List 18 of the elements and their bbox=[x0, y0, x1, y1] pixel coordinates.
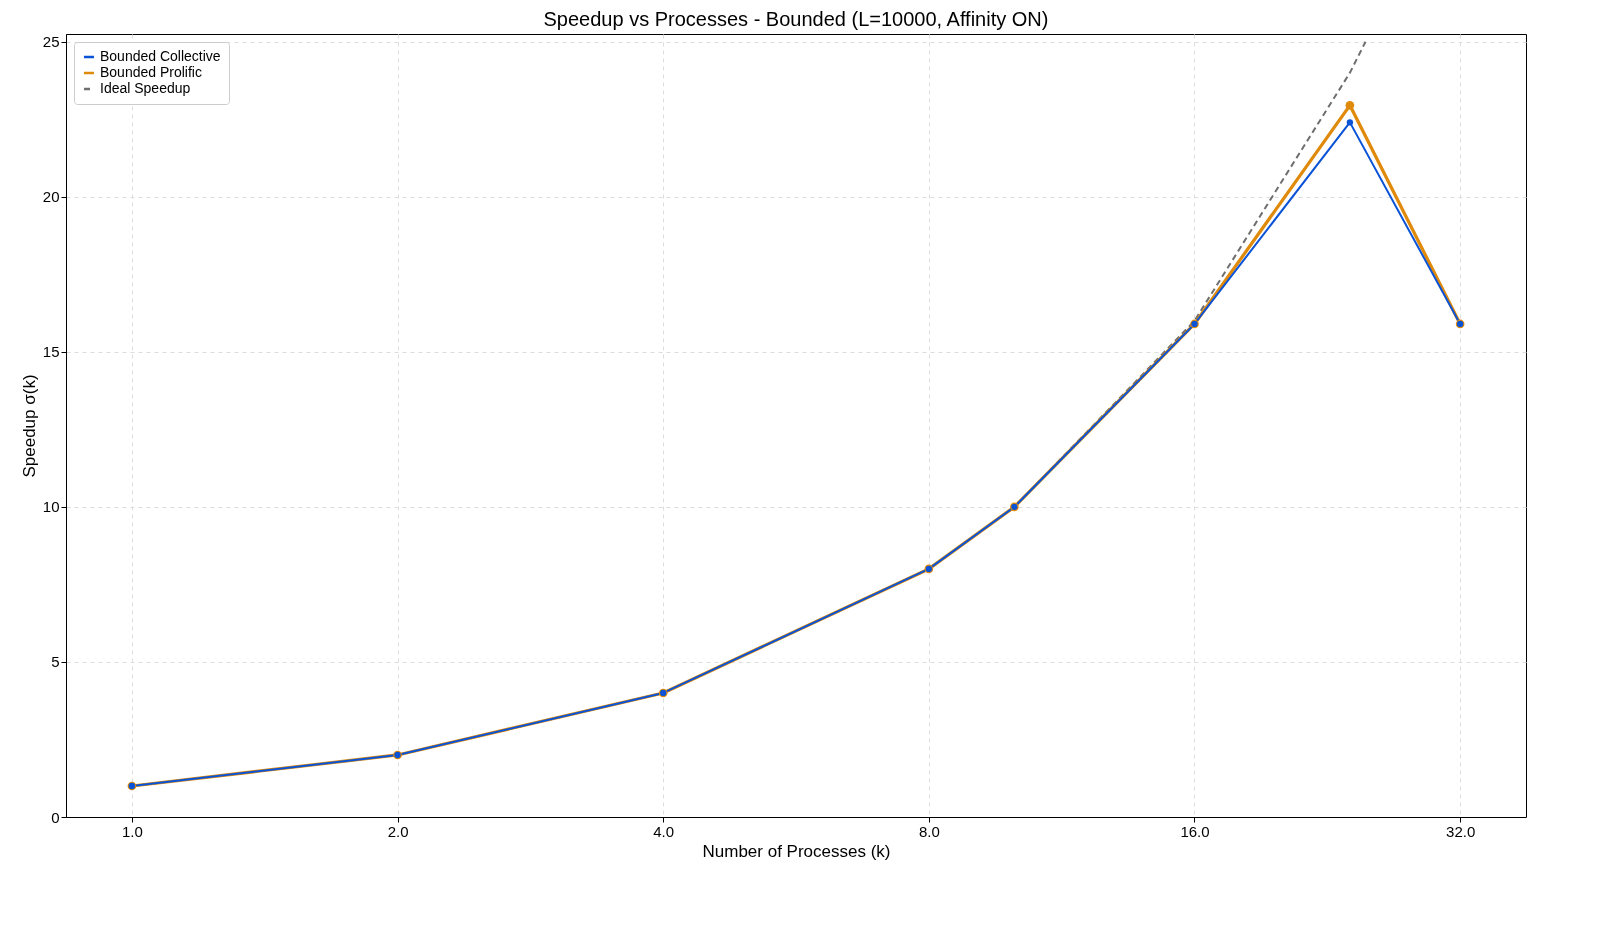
y-tick-label: 10 bbox=[42, 498, 60, 516]
x-axis-title: Number of Processes (k) bbox=[702, 841, 891, 861]
y-tick-label: 25 bbox=[42, 33, 60, 51]
y-axis-title: Speedup σ(k) bbox=[19, 374, 39, 478]
x-tick-label: 1.0 bbox=[121, 822, 143, 840]
chart-title: Speedup vs Processes - Bounded (L=10000, Affinity ON) bbox=[543, 8, 1049, 30]
y-tick-label: 0 bbox=[51, 808, 60, 826]
y-tick-label: 5 bbox=[51, 653, 60, 671]
y-tick-label: 15 bbox=[42, 343, 60, 361]
y-tick-label: 20 bbox=[42, 188, 60, 206]
x-tick-label: 8.0 bbox=[918, 822, 940, 840]
x-tick-label: 2.0 bbox=[387, 822, 409, 840]
x-tick-label: 16.0 bbox=[1180, 822, 1210, 840]
legend-label: Bounded Collective bbox=[100, 48, 221, 64]
x-tick-label: 32.0 bbox=[1446, 822, 1476, 840]
x-tick-label: 4.0 bbox=[653, 822, 675, 840]
legend-label: Ideal Speedup bbox=[100, 80, 191, 96]
legend-label: Bounded Prolific bbox=[100, 64, 202, 80]
